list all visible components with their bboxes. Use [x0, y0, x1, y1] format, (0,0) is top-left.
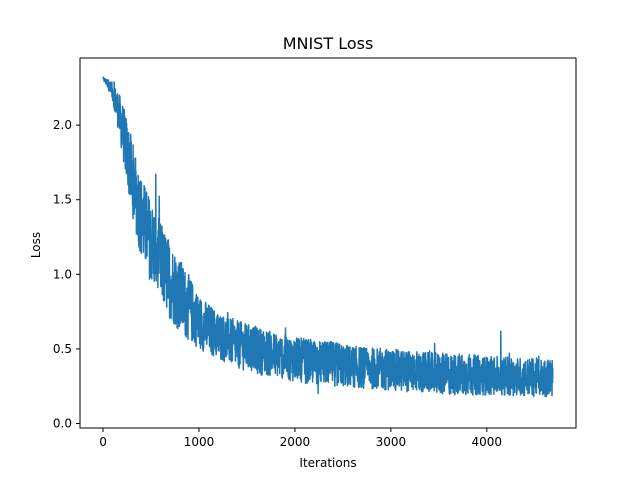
- x-tick-label: 4000: [472, 435, 503, 449]
- x-tick-label: 0: [99, 435, 107, 449]
- loss-series-line: [102, 76, 554, 398]
- x-tick-label: 3000: [376, 435, 407, 449]
- y-axis-label: Loss: [29, 232, 43, 258]
- y-axis-ticks: 0.0 0.5 1.0 1.5 2.0: [53, 118, 80, 431]
- y-tick-label: 2.0: [53, 118, 72, 132]
- x-axis-label: Iterations: [299, 456, 356, 470]
- x-tick-label: 2000: [280, 435, 311, 449]
- x-tick-label: 1000: [184, 435, 215, 449]
- y-tick-label: 1.5: [53, 193, 72, 207]
- y-tick-label: 0.5: [53, 342, 72, 356]
- x-axis-ticks: 0 1000 2000 3000 4000: [99, 428, 502, 449]
- axes-frame: [79, 57, 577, 429]
- plot-area: [102, 76, 554, 398]
- chart-title: MNIST Loss: [283, 34, 374, 53]
- y-tick-label: 1.0: [53, 267, 72, 281]
- y-tick-label: 0.0: [53, 417, 72, 431]
